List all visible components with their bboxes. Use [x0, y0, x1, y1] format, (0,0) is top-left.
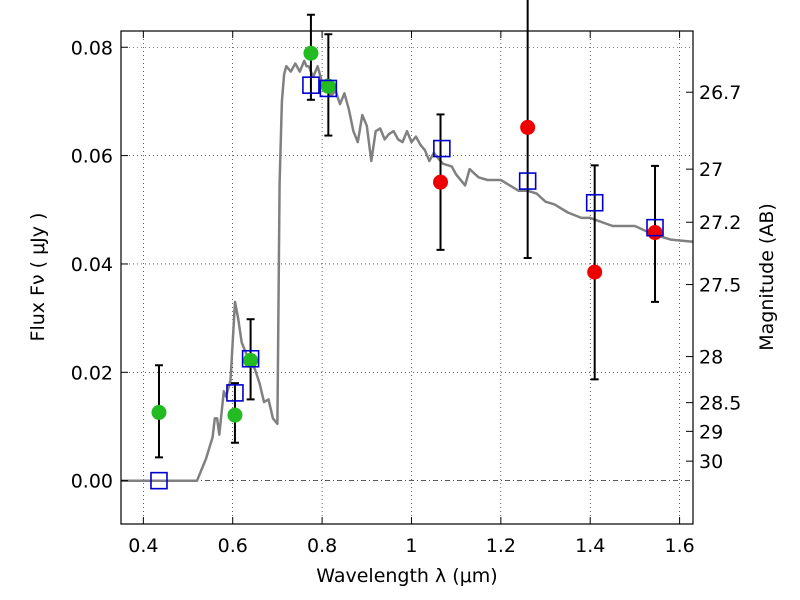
y-tick-label: 0.02	[71, 362, 113, 384]
magnitude-tick-label: 29	[699, 421, 723, 443]
x-tick-label: 1	[405, 535, 417, 557]
y-tick-label: 0.00	[71, 471, 113, 493]
magnitude-tick-labels: 26.7 27 27.2 27.5 28 28.5 29 30	[699, 82, 741, 473]
red-photometry	[433, 119, 663, 280]
model-bandpass-square	[433, 139, 451, 158]
x-tick-label: 0.4	[128, 535, 158, 557]
x-tick-labels: 0.4 0.6 0.8 1 1.2 1.4 1.6	[128, 535, 694, 557]
model-bandpass-squares	[150, 76, 664, 490]
model-bandpass-square	[226, 384, 244, 402]
green-data-point	[320, 78, 336, 94]
green-data-point	[151, 404, 167, 420]
model-bandpass-square	[319, 79, 338, 98]
model-bandpass-square	[150, 471, 168, 490]
model-bandpass-square	[646, 218, 664, 237]
y-tick-labels: 0.00 0.02 0.04 0.06 0.08	[71, 37, 113, 492]
x-tick-label: 0.8	[307, 535, 337, 557]
plot-frame	[120, 30, 694, 525]
x-axis-label: Wavelength λ (μm)	[316, 565, 497, 587]
magnitude-tick-label: 28.5	[699, 393, 741, 415]
x-tick-label: 1.4	[575, 535, 605, 557]
y-axis-label: Flux Fν ( μJy )	[27, 213, 49, 342]
y-tick-label: 0.06	[71, 146, 113, 168]
green-photometry	[151, 45, 336, 423]
red-data-point	[433, 174, 449, 190]
x-tick-label: 1.6	[664, 535, 694, 557]
model-bandpass-square	[518, 172, 537, 190]
magnitude-tick-label: 27.2	[699, 212, 741, 234]
red-data-point	[587, 264, 603, 280]
tick-marks	[121, 31, 693, 524]
green-data-point	[243, 352, 259, 368]
y-tick-label: 0.04	[71, 254, 113, 276]
model-bandpass-square	[241, 349, 260, 368]
magnitude-tick-label: 27.5	[699, 275, 741, 297]
right-axis-label: Magnitude (AB)	[756, 203, 778, 351]
model-bandpass-square	[302, 76, 320, 94]
magnitude-tick-label: 27	[699, 159, 723, 181]
red-data-point	[520, 119, 536, 135]
magnitude-tick-label: 28	[699, 347, 723, 369]
x-tick-label: 0.6	[218, 535, 248, 557]
red-data-point	[647, 225, 663, 241]
green-data-point	[303, 45, 319, 61]
x-tick-label: 1.2	[486, 535, 516, 557]
model-bandpass-square	[585, 193, 604, 212]
magnitude-tick-label: 30	[699, 451, 723, 473]
green-data-point	[227, 407, 243, 423]
magnitude-tick-label: 26.7	[699, 82, 741, 104]
y-tick-label: 0.08	[71, 37, 113, 59]
